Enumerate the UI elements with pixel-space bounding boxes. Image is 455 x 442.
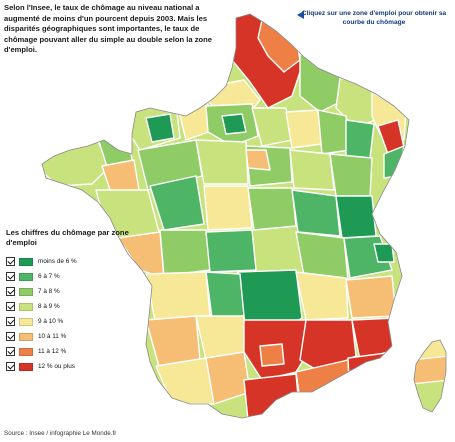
legend-swatch (19, 257, 33, 266)
legend-item[interactable]: 7 à 8 % (6, 284, 146, 299)
legend-checkbox[interactable] (6, 332, 15, 341)
legend-swatch (19, 362, 33, 371)
legend-item[interactable]: 9 à 10 % (6, 314, 146, 329)
legend-swatch (19, 332, 33, 341)
legend-item[interactable]: 12 % ou plus (6, 359, 146, 374)
legend-label: 7 à 8 % (38, 288, 60, 295)
legend-swatch (19, 317, 33, 326)
legend-swatch (19, 302, 33, 311)
legend-label: 11 à 12 % (38, 348, 67, 355)
legend: Les chiffres du chômage par zone d'emplo… (6, 228, 146, 374)
legend-checkbox[interactable] (6, 287, 15, 296)
intro-text: Selon l'Insee, le taux de chômage au niv… (4, 3, 213, 55)
legend-checkbox[interactable] (6, 362, 15, 371)
arrow-icon (297, 11, 304, 19)
legend-label: 9 à 10 % (38, 318, 64, 325)
legend-item[interactable]: 8 à 9 % (6, 299, 146, 314)
legend-swatch (19, 287, 33, 296)
legend-title: Les chiffres du chômage par zone d'emplo… (6, 228, 129, 247)
legend-item[interactable]: 10 à 11 % (6, 329, 146, 344)
click-hint-text: Cliquez sur une zone d'emploi pour obten… (301, 10, 447, 26)
legend-items: moins de 6 % 6 à 7 % 7 à 8 % 8 à 9 % 9 à 10 … (6, 254, 146, 374)
legend-checkbox[interactable] (6, 257, 15, 266)
legend-checkbox[interactable] (6, 347, 15, 356)
legend-checkbox[interactable] (6, 317, 15, 326)
legend-item[interactable]: 11 à 12 % (6, 344, 146, 359)
legend-swatch (19, 347, 33, 356)
legend-label: moins de 6 % (38, 258, 77, 265)
legend-item[interactable]: 6 à 7 % (6, 269, 146, 284)
legend-label: 6 à 7 % (38, 273, 60, 280)
click-hint: Cliquez sur une zone d'emploi pour obten… (297, 9, 449, 27)
legend-label: 10 à 11 % (38, 333, 67, 340)
legend-swatch (19, 272, 33, 281)
legend-checkbox[interactable] (6, 302, 15, 311)
legend-item[interactable]: moins de 6 % (6, 254, 146, 269)
source-credit: Source : Insee / infographie Le Monde.fr (4, 430, 117, 437)
legend-label: 8 à 9 % (38, 303, 60, 310)
legend-checkbox[interactable] (6, 272, 15, 281)
legend-label: 12 % ou plus (38, 363, 75, 370)
